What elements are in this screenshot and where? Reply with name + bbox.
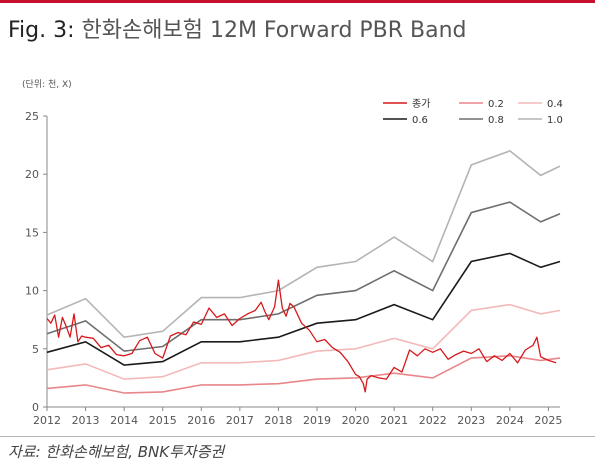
price-line — [46, 279, 557, 393]
band-line-0-4 — [46, 303, 561, 380]
y-tick-label: 0 — [32, 401, 39, 414]
y-tick-label: 10 — [25, 285, 39, 298]
y-tick-label: 20 — [25, 168, 39, 181]
x-tick-label: 2012 — [33, 414, 61, 427]
x-tick-label: 2020 — [342, 414, 370, 427]
band-line-1-0 — [46, 149, 561, 339]
x-tick-label: 2016 — [187, 414, 215, 427]
x-tick-label: 2017 — [226, 414, 254, 427]
legend-label: 0.4 — [547, 99, 563, 110]
y-tick-label: 25 — [25, 110, 39, 123]
legend-label: 0.8 — [488, 115, 504, 126]
x-tick-label: 2022 — [419, 414, 447, 427]
x-tick-label: 2024 — [496, 414, 524, 427]
figure-title-text: 한화손해보험 12M Forward PBR Band — [81, 18, 467, 43]
x-tick-label: 2025 — [534, 414, 562, 427]
band-line-0-6 — [46, 252, 561, 366]
bottom-rule — [0, 436, 595, 437]
x-tick-label: 2013 — [72, 414, 100, 427]
x-tick-label: 2023 — [457, 414, 485, 427]
x-tick-label: 2021 — [380, 414, 408, 427]
x-tick-label: 2018 — [264, 414, 292, 427]
legend-label: 종가 — [412, 98, 430, 110]
x-tick-label: 2014 — [110, 414, 138, 427]
x-tick-label: 2015 — [149, 414, 177, 427]
legend-label: 0.6 — [412, 115, 428, 126]
figure-label: Fig. 3: — [8, 18, 75, 43]
source-note: 자료: 한화손해보험, BNK투자증권 — [8, 443, 225, 461]
legend-label: 1.0 — [547, 115, 563, 126]
top-accent-rule — [0, 0, 595, 3]
figure-title: Fig. 3: 한화손해보험 12M Forward PBR Band — [8, 12, 467, 44]
band-line-0-2 — [46, 354, 561, 394]
x-tick-label: 2019 — [303, 414, 331, 427]
y-tick-label: 5 — [32, 343, 39, 356]
y-tick-label: 15 — [25, 226, 39, 239]
legend-label: 0.2 — [488, 99, 504, 110]
unit-note: (단위: 천, X) — [22, 80, 72, 90]
band-line-0-8 — [46, 201, 561, 352]
